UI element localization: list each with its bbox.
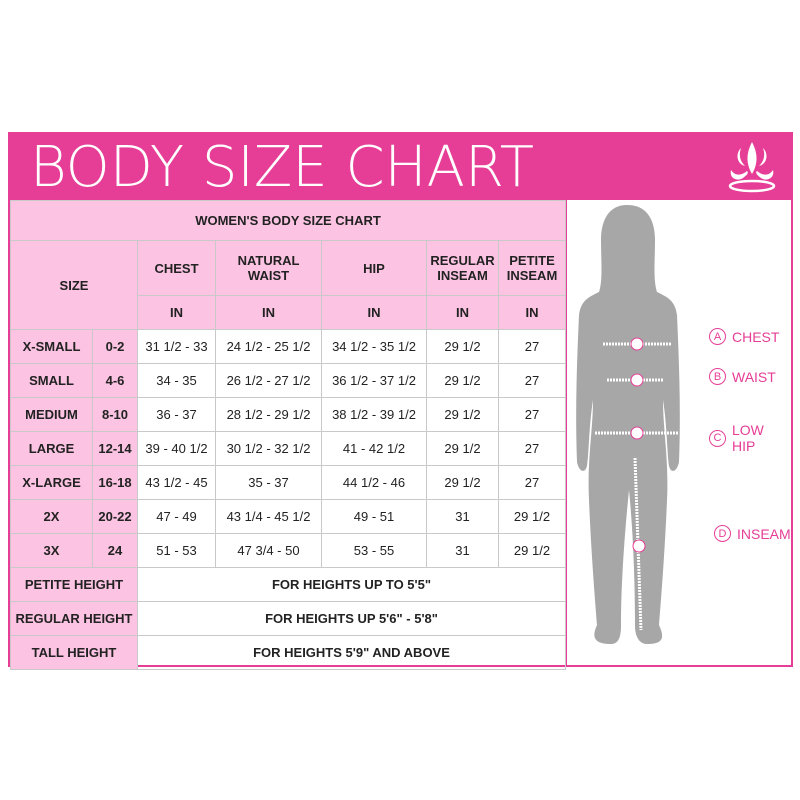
measurement-cell: 29 1/2 — [498, 499, 566, 534]
height-row: TALL HEIGHT FOR HEIGHTS 5'9" AND ABOVE — [10, 635, 566, 670]
height-label: PETITE HEIGHT — [10, 567, 138, 602]
marker-label-inseam: D INSEAM — [714, 525, 791, 542]
measurement-cell: 47 3/4 - 50 — [215, 533, 322, 568]
marker-text: CHEST — [732, 328, 780, 345]
height-value: FOR HEIGHTS UP 5'6" - 5'8" — [137, 601, 566, 636]
size-number: 20-22 — [92, 499, 138, 534]
measurement-cell: 29 1/2 — [426, 465, 499, 500]
column-header: PETITE INSEAM — [498, 240, 566, 296]
height-value: FOR HEIGHTS UP TO 5'5" — [137, 567, 566, 602]
size-label: SMALL — [10, 363, 93, 398]
marker-letter: B — [709, 368, 726, 385]
measurement-cell: 47 - 49 — [137, 499, 216, 534]
column-header: CHEST — [137, 240, 216, 296]
page-title: BODY SIZE CHART — [30, 135, 534, 200]
size-label: LARGE — [10, 431, 93, 466]
table-row: 3X 24 51 - 53 47 3/4 - 50 53 - 55 31 29 1/2 — [10, 533, 566, 568]
table-row: LARGE 12-14 39 - 40 1/2 30 1/2 - 32 1/2 41 -… — [10, 431, 566, 466]
column-header: HIP — [321, 240, 427, 296]
size-number: 4-6 — [92, 363, 138, 398]
marker-letter: D — [714, 525, 731, 542]
marker-label-waist: B WAIST — [709, 368, 776, 385]
height-row: PETITE HEIGHT FOR HEIGHTS UP TO 5'5" — [10, 567, 566, 602]
measurement-cell: 27 — [498, 431, 566, 466]
measurement-cell: 36 - 37 — [137, 397, 216, 432]
marker-text: LOW HIP — [731, 422, 764, 454]
measurement-cell: 27 — [498, 363, 566, 398]
size-label: MEDIUM — [10, 397, 93, 432]
measurement-cell: 51 - 53 — [137, 533, 216, 568]
body-silhouette — [576, 205, 680, 644]
measurement-cell: 39 - 40 1/2 — [137, 431, 216, 466]
marker-label-low-hip: C LOW HIP — [709, 422, 791, 454]
unit-label: IN — [498, 295, 566, 330]
measurement-cell: 29 1/2 — [498, 533, 566, 568]
measurement-cell: 44 1/2 - 46 — [321, 465, 427, 500]
measurement-cell: 43 1/4 - 45 1/2 — [215, 499, 322, 534]
size-number: 16-18 — [92, 465, 138, 500]
table-row: 2X 20-22 47 - 49 43 1/4 - 45 1/2 49 - 51 31 29… — [10, 499, 566, 534]
measurement-cell: 49 - 51 — [321, 499, 427, 534]
table-row: X-SMALL 0-2 31 1/2 - 33 24 1/2 - 25 1/2 34 1… — [10, 329, 566, 364]
measurement-cell: 26 1/2 - 27 1/2 — [215, 363, 322, 398]
size-number: 8-10 — [92, 397, 138, 432]
measurement-cell: 27 — [498, 329, 566, 364]
height-row: REGULAR HEIGHT FOR HEIGHTS UP 5'6" - 5'8" — [10, 601, 566, 636]
column-header: REGULAR INSEAM — [426, 240, 499, 296]
size-number: 0-2 — [92, 329, 138, 364]
marker-text: INSEAM — [737, 525, 791, 542]
unit-label: IN — [137, 295, 216, 330]
height-value: FOR HEIGHTS 5'9" AND ABOVE — [137, 635, 566, 670]
measurement-cell: 27 — [498, 465, 566, 500]
size-label: 2X — [10, 499, 93, 534]
measurement-cell: 34 - 35 — [137, 363, 216, 398]
size-chart-frame: BODY SIZE CHART WOMEN'S BODY SIZE CHART … — [8, 132, 793, 670]
table-row: MEDIUM 8-10 36 - 37 28 1/2 - 29 1/2 38 1/2 -… — [10, 397, 566, 432]
measurement-cell: 38 1/2 - 39 1/2 — [321, 397, 427, 432]
measurement-cell: 31 1/2 - 33 — [137, 329, 216, 364]
unit-label: IN — [426, 295, 499, 330]
measurement-cell: 24 1/2 - 25 1/2 — [215, 329, 322, 364]
size-header: SIZE — [10, 240, 138, 330]
table-row: X-LARGE 16-18 43 1/2 - 45 35 - 37 44 1/2 - 4… — [10, 465, 566, 500]
table-caption: WOMEN'S BODY SIZE CHART — [10, 200, 566, 241]
measurement-cell: 41 - 42 1/2 — [321, 431, 427, 466]
measurement-cell: 29 1/2 — [426, 329, 499, 364]
measurement-cell: 43 1/2 - 45 — [137, 465, 216, 500]
measurement-cell: 28 1/2 - 29 1/2 — [215, 397, 322, 432]
table-row: SMALL 4-6 34 - 35 26 1/2 - 27 1/2 36 1/2 - 3… — [10, 363, 566, 398]
measurement-cell: 53 - 55 — [321, 533, 427, 568]
measurement-cell: 27 — [498, 397, 566, 432]
measurement-cell: 31 — [426, 533, 499, 568]
measurement-cell: 34 1/2 - 35 1/2 — [321, 329, 427, 364]
size-label: X-LARGE — [10, 465, 93, 500]
height-label: REGULAR HEIGHT — [10, 601, 138, 636]
measurement-cell: 31 — [426, 499, 499, 534]
marker-label-chest: A CHEST — [709, 328, 779, 345]
column-header: NATURAL WAIST — [215, 240, 322, 296]
size-table: WOMEN'S BODY SIZE CHART SIZE CHEST NATUR… — [10, 200, 566, 670]
measurement-cell: 36 1/2 - 37 1/2 — [321, 363, 427, 398]
unit-label: IN — [321, 295, 427, 330]
size-number: 12-14 — [92, 431, 138, 466]
size-number: 24 — [92, 533, 138, 568]
measurement-cell: 29 1/2 — [426, 363, 499, 398]
body-measurement-figure: A CHEST B WAIST C LOW HIP D INSEAM — [567, 200, 791, 665]
marker-letter: A — [709, 328, 726, 345]
measurement-cell: 29 1/2 — [426, 397, 499, 432]
unit-label: IN — [215, 295, 322, 330]
size-table-container: WOMEN'S BODY SIZE CHART SIZE CHEST NATUR… — [10, 200, 566, 670]
size-label: X-SMALL — [10, 329, 93, 364]
marker-text: WAIST — [732, 368, 776, 385]
measurement-cell: 30 1/2 - 32 1/2 — [215, 431, 322, 466]
measurement-cell: 35 - 37 — [215, 465, 322, 500]
fleur-de-lis-icon — [728, 142, 776, 193]
measurement-cell: 29 1/2 — [426, 431, 499, 466]
height-label: TALL HEIGHT — [10, 635, 138, 670]
marker-letter: C — [709, 429, 726, 447]
size-label: 3X — [10, 533, 93, 568]
